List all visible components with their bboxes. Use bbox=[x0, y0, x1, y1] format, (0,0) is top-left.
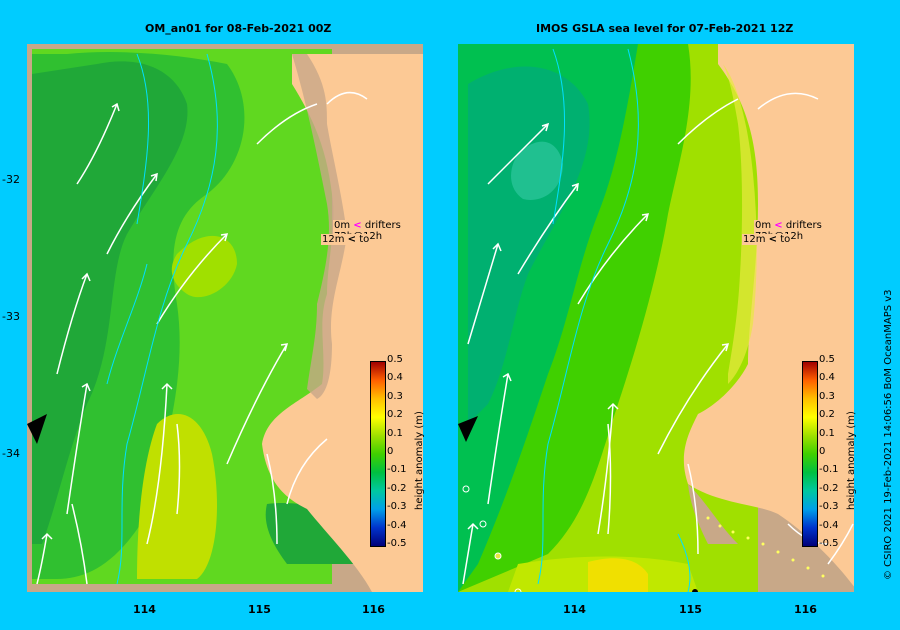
colorbar-tick: 0.4 bbox=[819, 372, 835, 384]
colorbar-tick: 0.5 bbox=[819, 354, 835, 365]
right-map-canvas bbox=[458, 44, 854, 592]
legend-line2-text: to bbox=[780, 234, 791, 245]
anomaly-high-core bbox=[588, 558, 648, 592]
drifter-marker-black bbox=[458, 416, 478, 442]
legend-depth-0: 0m bbox=[334, 220, 351, 231]
right-map-title: IMOS GSLA sea level for 07-Feb-2021 12Z bbox=[536, 22, 794, 35]
left-map-canvas bbox=[27, 44, 423, 592]
colorbar-tick: 0.3 bbox=[819, 390, 835, 402]
drifter-circles bbox=[462, 485, 522, 592]
left-map-title: OM_an01 for 08-Feb-2021 00Z bbox=[145, 22, 332, 35]
left-x-tick-116: 116 bbox=[362, 603, 385, 616]
colorbar-tick: -0.2 bbox=[819, 482, 839, 494]
drifter-marker-black bbox=[27, 414, 47, 444]
colorbar-tick: -0.4 bbox=[819, 519, 839, 531]
colorbar-tick: 0.2 bbox=[387, 409, 403, 421]
colorbar-tick: -0.5 bbox=[819, 538, 839, 549]
colorbar-tick: 0.2 bbox=[819, 409, 835, 421]
y-tick-34: -34 bbox=[2, 447, 20, 460]
coastal-anomaly-strip bbox=[723, 64, 757, 384]
right-x-tick-115: 115 bbox=[679, 603, 702, 616]
colorbar-tick: 0.1 bbox=[387, 427, 403, 439]
colorbar-tick: 0 bbox=[387, 446, 394, 457]
left-colorbar-title: height anomaly (m) bbox=[414, 411, 425, 510]
arrow-left-icon: < bbox=[347, 234, 357, 245]
y-tick-32: -32 bbox=[2, 173, 20, 186]
colorbar-tick: 0.5 bbox=[387, 354, 403, 365]
colorbar-tick: -0.1 bbox=[819, 464, 839, 476]
legend-depth-12: 12m bbox=[322, 234, 345, 245]
drifter-marker-icon: < bbox=[353, 220, 362, 231]
legend-line2-text: to bbox=[359, 234, 370, 245]
y-tick-33: -33 bbox=[2, 310, 20, 323]
right-x-tick-116: 116 bbox=[794, 603, 817, 616]
colorbar-tick: -0.1 bbox=[387, 464, 407, 476]
drifter-dots bbox=[706, 516, 825, 578]
drifter-tracks bbox=[537, 48, 691, 592]
legend-depth-12: 12m bbox=[743, 234, 766, 245]
anomaly-high-1 bbox=[171, 235, 237, 298]
colorbar-tick: -0.3 bbox=[819, 501, 839, 513]
anomaly-high-2 bbox=[137, 414, 217, 579]
left-map[interactable]: 0m < drifters 72h@12h 12m < to bbox=[27, 44, 423, 592]
credit-text: © CSIRO 2021 19-Feb-2021 14:06:56 BoM Oc… bbox=[883, 289, 894, 580]
shelf-south bbox=[688, 484, 738, 544]
current-arrows bbox=[462, 92, 854, 585]
arrow-left-icon: < bbox=[768, 234, 778, 245]
anomaly-low-core bbox=[511, 141, 563, 200]
right-colorbar bbox=[802, 361, 818, 547]
drifter-marker-icon: < bbox=[774, 220, 783, 231]
colorbar-tick: -0.4 bbox=[387, 519, 407, 531]
colorbar-tick: 0.4 bbox=[387, 372, 403, 384]
colorbar-tick: -0.3 bbox=[387, 501, 407, 513]
legend-depth-0: 0m bbox=[755, 220, 772, 231]
current-arrows bbox=[36, 91, 368, 585]
right-map[interactable]: 0m < drifters 72h@12h 12m < to bbox=[458, 44, 854, 592]
sea-band-dark bbox=[32, 61, 188, 544]
colorbar-tick: 0 bbox=[819, 446, 826, 457]
colorbar-tick: -0.2 bbox=[387, 482, 407, 494]
left-x-tick-115: 115 bbox=[248, 603, 271, 616]
left-colorbar bbox=[370, 361, 386, 547]
drifter-tracks bbox=[106, 53, 218, 585]
left-x-tick-114: 114 bbox=[133, 603, 156, 616]
colorbar-tick: 0.3 bbox=[387, 390, 403, 402]
colorbar-tick: 0.1 bbox=[819, 427, 835, 439]
right-x-tick-114: 114 bbox=[563, 603, 586, 616]
right-colorbar-title: height anomaly (m) bbox=[846, 411, 857, 510]
drifter-point bbox=[692, 589, 698, 592]
colorbar-tick: -0.5 bbox=[387, 538, 407, 549]
